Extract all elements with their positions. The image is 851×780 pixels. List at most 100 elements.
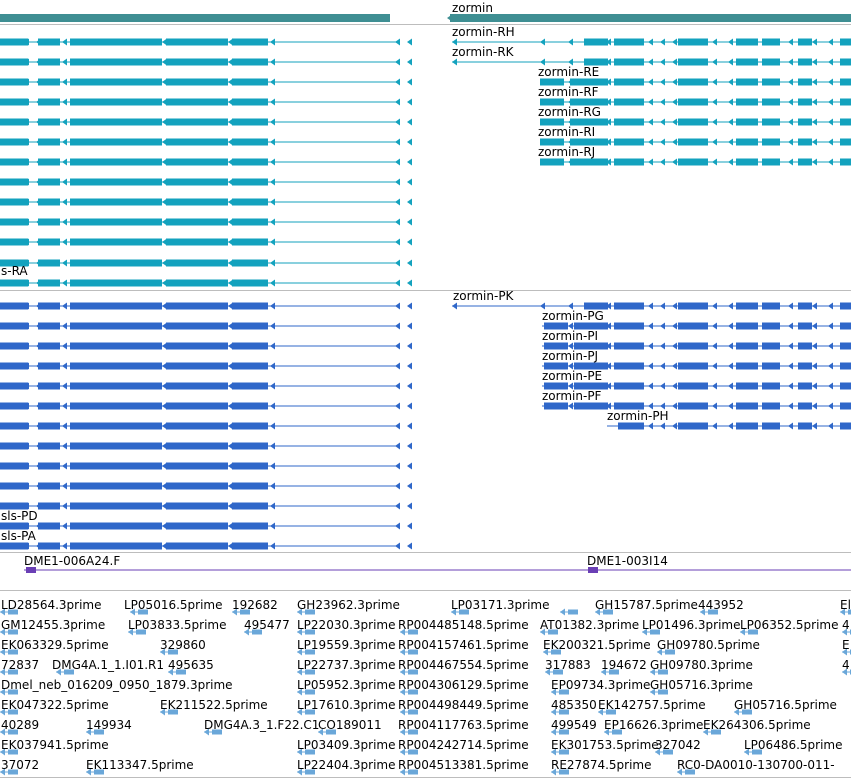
est-label[interactable]: 72837 — [1, 658, 40, 672]
est-label[interactable]: 329860 — [160, 638, 206, 652]
est-label[interactable]: GH05716.5prime — [734, 698, 837, 712]
est-label[interactable]: DMG4A.1_1.I01.R1 — [52, 658, 165, 672]
est-label[interactable]: GH09780.5prime — [657, 638, 760, 652]
gene-label-zormin[interactable]: zormin — [452, 1, 493, 15]
clone-label-dme1-003i14[interactable]: DME1-003I14 — [587, 554, 668, 568]
protein-model-strand-arrow — [24, 322, 29, 330]
protein-label-sls-pa[interactable]: sls-PA — [1, 529, 36, 543]
est-label[interactable]: EK063329.5prime — [1, 638, 109, 652]
transcript-model-exon — [0, 98, 28, 106]
protein-label-zormin-pe[interactable]: zormin-PE — [542, 369, 603, 383]
est-label[interactable]: RP004157461.5prime — [398, 638, 529, 652]
protein-label-zormin-pi[interactable]: zormin-PI — [542, 329, 599, 343]
est-label[interactable]: GM12455.3prime — [1, 618, 106, 632]
est-label[interactable]: EP09734.3prime — [551, 678, 651, 692]
transcript-label-zormin-rk[interactable]: zormin-RK — [452, 45, 514, 59]
zormin-protein-model-strand-arrow — [788, 422, 793, 430]
est-label[interactable]: AT01382.3prime — [540, 618, 640, 632]
est-label[interactable]: E — [842, 638, 850, 652]
est-label[interactable]: EK037941.5prime — [1, 738, 109, 752]
est-feature-block — [8, 709, 18, 715]
protein-label-zormin-pf[interactable]: zormin-PF — [542, 389, 602, 403]
est-label[interactable]: 495477 — [244, 618, 290, 632]
est-label[interactable]: 37072 — [1, 758, 40, 772]
transcript-label-zormin-rh[interactable]: zormin-RH — [452, 25, 515, 39]
est-label[interactable]: LP22404.3prime — [297, 758, 396, 772]
est-label[interactable]: 4 — [842, 618, 850, 632]
est-label[interactable]: LP06486.5prime — [744, 738, 843, 752]
est-label[interactable]: EK211522.5prime — [160, 698, 268, 712]
est-label[interactable]: 149934 — [86, 718, 132, 732]
transcript-label-zormin-re[interactable]: zormin-RE — [538, 65, 600, 79]
est-label[interactable]: RP004498449.5prime — [398, 698, 529, 712]
protein-label-zormin-pg[interactable]: zormin-PG — [542, 309, 604, 323]
est-label[interactable]: EK200321.5prime — [543, 638, 651, 652]
protein-model-exon — [232, 502, 268, 510]
zormin-protein-model-exon — [584, 302, 608, 310]
est-label[interactable]: Dmel_neb_016209_0950_1879.3prime — [1, 678, 233, 692]
est-label[interactable]: 40289 — [1, 718, 40, 732]
est-label[interactable]: CO189011 — [318, 718, 382, 732]
protein-model-exon — [0, 382, 28, 390]
est-label[interactable]: El — [840, 598, 851, 612]
est-label[interactable]: EP16626.3prime — [604, 718, 704, 732]
est-label[interactable]: LD28564.3prime — [1, 598, 102, 612]
est-label[interactable]: LP22030.3prime — [297, 618, 396, 632]
est-label[interactable]: RP004485148.5prime — [398, 618, 529, 632]
est-label[interactable]: EK142757.5prime — [598, 698, 706, 712]
est-label[interactable]: 192682 — [232, 598, 278, 612]
est-label[interactable]: DMG4A.3_1.F22.C1 — [204, 718, 320, 732]
protein-model-strand-arrow — [24, 302, 29, 310]
transcript-label-zormin-rj[interactable]: zormin-RJ — [538, 145, 596, 159]
est-feature-arrow — [318, 728, 323, 736]
est-label[interactable]: LP22737.3prime — [297, 658, 396, 672]
est-label[interactable]: LP17610.3prime — [297, 698, 396, 712]
est-label[interactable]: EK047322.5prime — [1, 698, 109, 712]
est-label[interactable]: RC0-DA0010-130700-011- — [677, 758, 835, 772]
est-label[interactable]: RE27874.5prime — [551, 758, 652, 772]
est-label[interactable]: LP06352.5prime — [740, 618, 839, 632]
transcript-label-zormin-ri[interactable]: zormin-RI — [538, 125, 596, 139]
est-label[interactable]: LP01496.3prime — [642, 618, 741, 632]
est-label[interactable]: RP004242714.5prime — [398, 738, 529, 752]
est-label[interactable]: 327042 — [655, 738, 701, 752]
est-label[interactable]: RP004117763.5prime — [398, 718, 529, 732]
est-label[interactable]: GH09780.3prime — [650, 658, 753, 672]
est-label[interactable]: RP004467554.5prime — [398, 658, 529, 672]
est-label[interactable]: EK264306.5prime — [703, 718, 811, 732]
est-label[interactable]: LP19559.3prime — [297, 638, 396, 652]
clone-label-dme1-006a24-f[interactable]: DME1-006A24.F — [24, 554, 121, 568]
protein-label-zormin-pj[interactable]: zormin-PJ — [542, 349, 599, 363]
transcript-label-zormin-rg[interactable]: zormin-RG — [538, 105, 601, 119]
transcript-model-strand-arrow — [44, 279, 49, 287]
zormin-protein-model-strand-arrow — [788, 322, 793, 330]
est-label[interactable]: GH15787.5prime — [595, 598, 698, 612]
protein-label-zormin-pk[interactable]: zormin-PK — [453, 289, 514, 303]
zormin-transcript-model-strand-arrow — [788, 38, 793, 46]
est-label[interactable]: 317883 — [545, 658, 591, 672]
est-label[interactable]: GH05716.3prime — [650, 678, 753, 692]
est-label[interactable]: LP05952.3prime — [297, 678, 396, 692]
est-label[interactable]: 499549 — [551, 718, 597, 732]
est-label[interactable]: LP03409.3prime — [297, 738, 396, 752]
est-label[interactable]: 495635 — [168, 658, 214, 672]
est-label[interactable]: RP004513381.5prime — [398, 758, 529, 772]
est-label[interactable]: 443952 — [698, 598, 744, 612]
protein-label-sls-pd[interactable]: sls-PD — [1, 509, 38, 523]
est-label[interactable]: 194672 — [601, 658, 647, 672]
est-label[interactable]: GH23962.3prime — [297, 598, 400, 612]
est-label[interactable]: LP03833.5prime — [128, 618, 227, 632]
transcript-label-zormin-rf[interactable]: zormin-RF — [538, 85, 599, 99]
zormin-transcript-model-strand-arrow — [648, 38, 653, 46]
protein-label-zormin-ph[interactable]: zormin-PH — [607, 409, 669, 423]
est-label[interactable]: LP05016.5prime — [124, 598, 223, 612]
est-label[interactable]: 4 — [842, 658, 850, 672]
transcript-label-s-ra[interactable]: s-RA — [1, 264, 28, 278]
est-label[interactable]: EK113347.5prime — [86, 758, 194, 772]
est-label[interactable]: LP03171.3prime — [451, 598, 550, 612]
est-label[interactable]: RP004306129.5prime — [398, 678, 529, 692]
est-label[interactable]: 485350 — [551, 698, 597, 712]
est-label[interactable]: EK301753.5prime — [551, 738, 659, 752]
